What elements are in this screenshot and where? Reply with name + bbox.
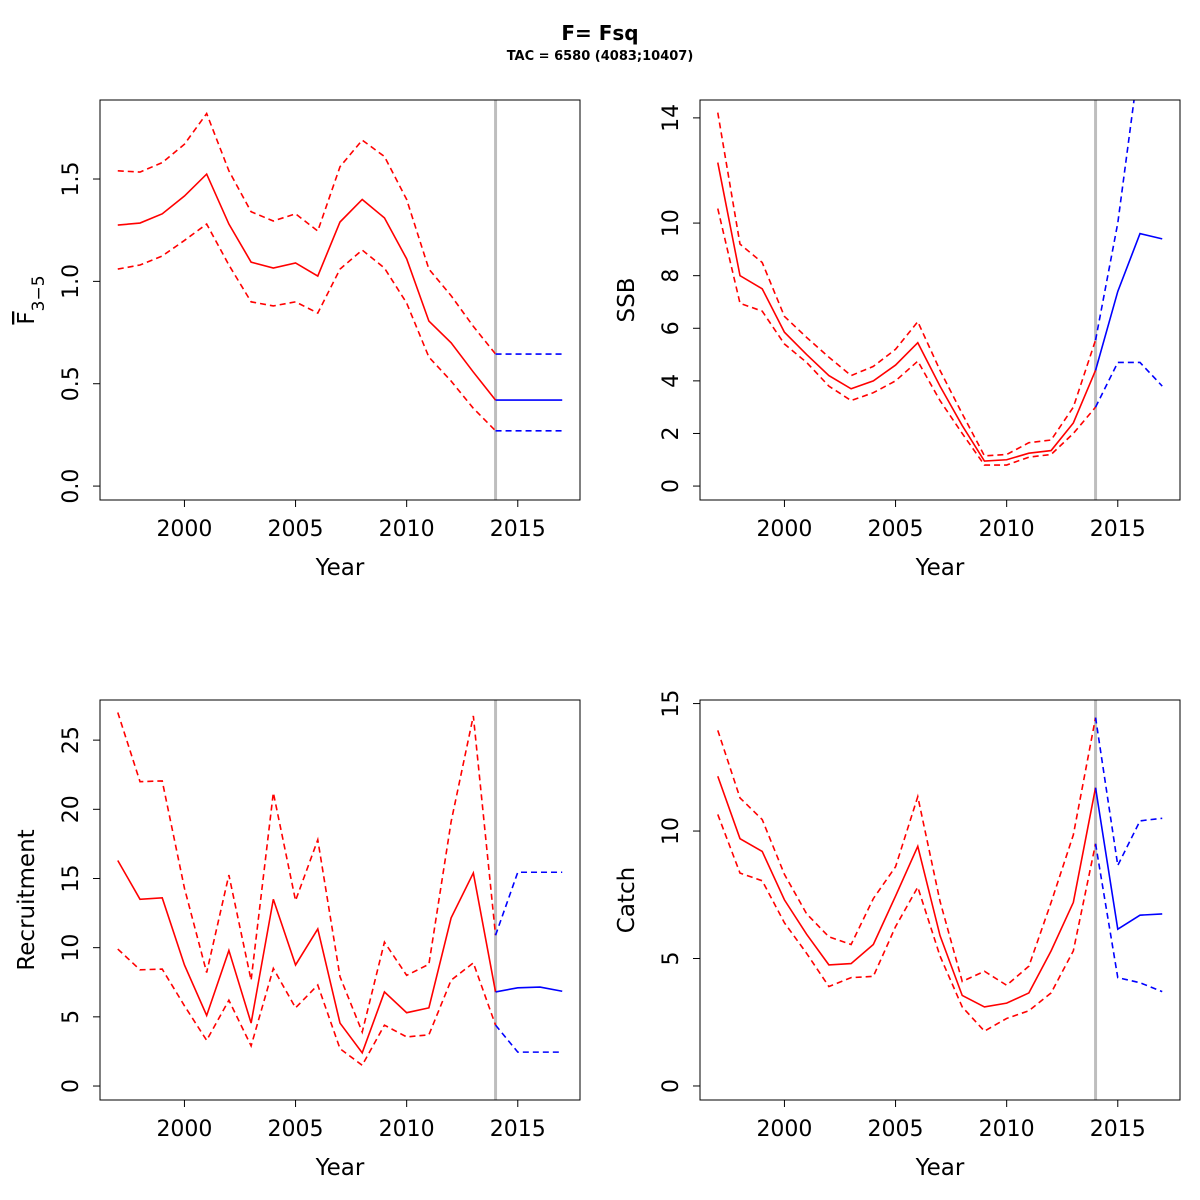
y-axis-label: F3−5 <box>14 275 49 324</box>
plot-area <box>716 100 1163 466</box>
series-line <box>117 860 497 1055</box>
y-tick-label: 5 <box>59 1010 84 1024</box>
y-axis-label-main: Recruitment <box>14 829 40 970</box>
series-line <box>117 111 497 355</box>
series-line <box>117 948 497 1067</box>
x-tick-label: 2010 <box>379 1117 435 1142</box>
y-tick-label: 25 <box>59 726 84 754</box>
y-axis-label: Recruitment <box>14 829 40 970</box>
y-tick-label: 0 <box>59 1079 84 1093</box>
series-line <box>1094 843 1163 993</box>
plot-frame <box>699 699 1181 1101</box>
y-tick-label: 8 <box>659 269 684 283</box>
series-line <box>717 814 1097 1033</box>
plot-area <box>117 111 563 432</box>
x-tick-label: 2000 <box>156 517 212 542</box>
y-axis-label-subscript: 3−5 <box>29 275 49 311</box>
y-axis-label-main: F <box>14 311 40 324</box>
series-line <box>717 775 1097 1008</box>
x-tick-label: 2005 <box>268 517 324 542</box>
series-line <box>117 172 497 401</box>
x-axis-label: Year <box>315 555 365 581</box>
series-line <box>716 208 1097 466</box>
series-line <box>1094 787 1163 931</box>
series-line <box>716 112 1097 457</box>
y-tick-label: 2 <box>659 426 684 440</box>
plot-area <box>717 717 1163 1033</box>
x-tick-label: 2010 <box>379 517 435 542</box>
y-axis-label-main: Catch <box>614 867 640 933</box>
series-line <box>717 717 1097 987</box>
series-line <box>494 1024 563 1053</box>
y-tick-label: 0.0 <box>59 469 84 504</box>
y-axis-label: Catch <box>614 867 640 933</box>
y-tick-label: 15 <box>659 690 684 718</box>
x-tick-label: 2010 <box>979 517 1035 542</box>
x-tick-label: 2005 <box>868 1117 924 1142</box>
y-tick-label: 15 <box>59 864 84 892</box>
y-tick-label: 10 <box>659 817 684 845</box>
x-axis-label: Year <box>315 1155 365 1181</box>
x-axis-label: Year <box>915 555 965 581</box>
x-tick-label: 2005 <box>268 1117 324 1142</box>
y-tick-label: 1.5 <box>59 162 84 197</box>
y-tick-label: 6 <box>659 321 684 335</box>
x-tick-label: 2005 <box>868 517 924 542</box>
x-tick-label: 2000 <box>756 1117 812 1142</box>
y-tick-label: 4 <box>659 374 684 388</box>
plot-area <box>117 712 563 1067</box>
y-tick-label: 0.5 <box>59 366 84 401</box>
x-tick-label: 2000 <box>156 1117 212 1142</box>
plot-frame <box>99 699 581 1101</box>
y-tick-label: 10 <box>659 209 684 237</box>
x-tick-label: 2010 <box>979 1117 1035 1142</box>
series-line <box>117 712 497 1035</box>
y-tick-label: 14 <box>659 104 684 132</box>
series-line <box>1094 100 1135 341</box>
y-tick-label: 0 <box>659 479 684 493</box>
series-line <box>716 162 1097 462</box>
x-tick-label: 2015 <box>490 517 546 542</box>
y-tick-label: 1.0 <box>59 264 84 299</box>
plot-frame <box>99 99 581 501</box>
x-tick-label: 2000 <box>756 517 812 542</box>
y-axis-label: SSB <box>614 278 640 323</box>
y-tick-label: 20 <box>59 795 84 823</box>
series-line <box>117 222 497 432</box>
series-line <box>494 871 563 936</box>
x-axis-label: Year <box>915 1155 965 1181</box>
x-tick-label: 2015 <box>1090 517 1146 542</box>
plot-frame <box>699 99 1181 501</box>
series-line <box>495 986 563 993</box>
figure-title: F= Fsq <box>561 21 638 45</box>
y-axis-label-main: SSB <box>614 278 640 323</box>
y-tick-label: 0 <box>659 1079 684 1093</box>
x-tick-label: 2015 <box>490 1117 546 1142</box>
series-line <box>1094 717 1163 869</box>
figure-subtitle: TAC = 6580 (4083;10407) <box>507 49 694 64</box>
series-line <box>1094 232 1163 371</box>
y-tick-label: 5 <box>659 952 684 966</box>
y-tick-label: 10 <box>59 934 84 962</box>
x-tick-label: 2015 <box>1090 1117 1146 1142</box>
series-line <box>1094 361 1163 408</box>
